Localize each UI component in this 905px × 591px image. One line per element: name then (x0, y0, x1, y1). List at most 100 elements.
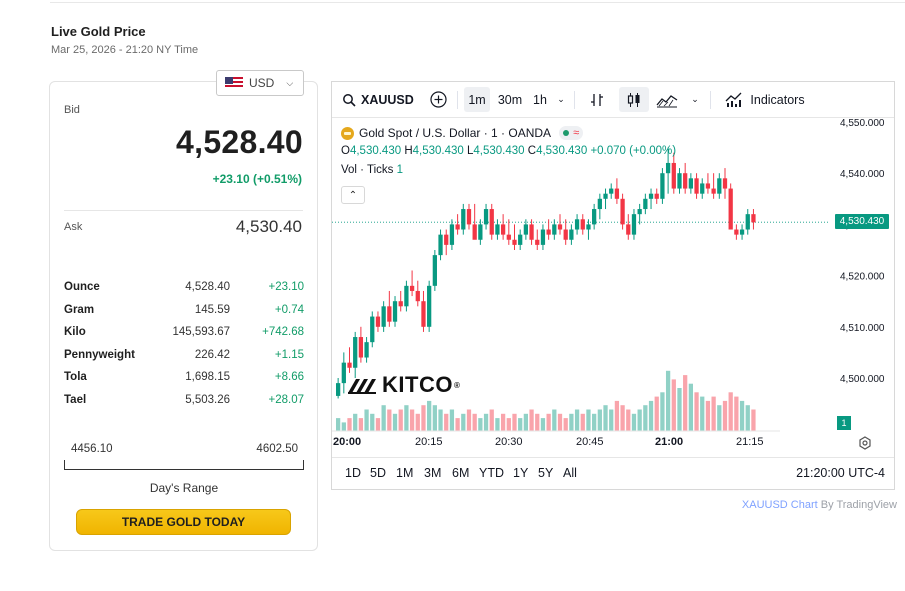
tradingview-attribution[interactable]: XAUUSD Chart By TradingView (742, 499, 897, 511)
volume-bar (660, 392, 665, 431)
indicators-button[interactable]: Indicators (720, 87, 810, 112)
chart-settings-icon[interactable] (858, 436, 872, 450)
candle-body (409, 285, 415, 291)
x-tick-label: 21:00 (655, 436, 683, 448)
candle-body (563, 229, 568, 240)
kitco-watermark: KITCO ® (346, 372, 460, 398)
volume-bar (563, 418, 568, 431)
page-title: Live Gold Price (51, 24, 146, 39)
candle-body (597, 198, 602, 210)
volume-bar (637, 409, 642, 431)
volume-bar (341, 422, 346, 431)
volume-bar (500, 413, 506, 431)
ask-label: Ask (64, 221, 83, 233)
interval-30m[interactable]: 30m (497, 92, 523, 107)
volume-bar (540, 418, 546, 431)
chevron-down-icon[interactable]: ⌄ (691, 94, 699, 104)
volume-bar (506, 418, 511, 431)
volume-bar (751, 409, 756, 431)
range-button-3m[interactable]: 3M (424, 466, 442, 480)
attribution-suffix: By TradingView (817, 499, 897, 511)
volume-bar (683, 375, 688, 431)
candle-body (472, 224, 477, 240)
candle-body (347, 362, 352, 368)
candle-body (461, 209, 466, 230)
candle-body (364, 342, 369, 358)
bar-style-button[interactable] (585, 87, 609, 112)
volume-bar (745, 405, 750, 431)
candle-body (512, 239, 517, 245)
trade-gold-button[interactable]: TRADE GOLD TODAY (76, 509, 291, 535)
day-range-low: 4456.10 (71, 443, 113, 455)
candle-body (592, 209, 597, 225)
candle-body (358, 337, 364, 358)
chevron-down-icon[interactable]: ⌄ (557, 94, 565, 104)
volume-bar (717, 405, 722, 431)
candle-body (466, 209, 472, 225)
symbol-search-button[interactable]: XAUUSD (338, 87, 418, 112)
candle-body (671, 162, 676, 189)
candle-body (614, 188, 620, 199)
unit-name: Tael (64, 393, 87, 406)
candle-body (677, 173, 682, 189)
ohlc-readout: O4,530.430 H4,530.430 L4,530.430 C4,530.… (341, 145, 677, 157)
volume-bar (705, 400, 711, 431)
range-button-ytd[interactable]: YTD (479, 466, 504, 480)
range-button-1m[interactable]: 1M (396, 466, 414, 480)
candle-body (739, 229, 745, 235)
candle-body (489, 209, 494, 235)
volume-bar (404, 405, 409, 431)
market-status-badge: ≈ (559, 126, 584, 140)
interval-1h[interactable]: 1h (533, 92, 547, 107)
range-button-1y[interactable]: 1Y (513, 466, 529, 480)
currency-select[interactable]: USD ⌵ (216, 70, 304, 96)
volume-bar (444, 413, 449, 431)
volume-bar (432, 405, 437, 431)
y-tick-label: 4,500.000 (840, 374, 885, 385)
unit-price: 145,593.67 (172, 326, 230, 339)
candle-body (392, 301, 398, 322)
chart-area[interactable]: 4,550.0004,540.0004,530.0004,520.0004,51… (332, 118, 894, 457)
divider (64, 210, 303, 211)
candle-body (404, 285, 409, 307)
candle-body (705, 183, 711, 189)
candles-style-button[interactable] (619, 87, 649, 112)
chart-link[interactable]: XAUUSD Chart (741, 499, 818, 511)
area-style-button[interactable] (654, 87, 680, 112)
range-button-all[interactable]: All (563, 466, 577, 480)
candle-body (444, 234, 449, 245)
range-button-5y[interactable]: 5Y (538, 466, 554, 480)
candle-body (523, 224, 529, 235)
range-button-5d[interactable]: 5D (370, 466, 386, 480)
table-row: Tael 5,503.26 +28.07 (64, 389, 304, 412)
candle-body (540, 229, 546, 245)
volume-bar (478, 418, 483, 431)
volume-bar (734, 396, 739, 431)
ohlc-low: 4,530.430 (473, 145, 525, 157)
chart-clock: 21:20:00 UTC-4 (796, 466, 885, 480)
candle-body (620, 198, 625, 225)
interval-1m[interactable]: 1m (464, 87, 490, 112)
collapse-legend-button[interactable]: ⌃ (341, 186, 365, 204)
candle-body (728, 188, 733, 230)
volume-bar (722, 400, 728, 431)
volume-bar (455, 418, 460, 431)
volume-bar (495, 418, 500, 431)
volume-bar (620, 405, 625, 431)
volume-bar (523, 413, 529, 431)
day-range-high: 4602.50 (256, 443, 298, 455)
candle-body (506, 234, 511, 240)
range-button-1d[interactable]: 1D (345, 466, 361, 480)
indicators-label: Indicators (750, 92, 805, 107)
range-button-6m[interactable]: 6M (452, 466, 470, 480)
chart-bottom-bar: 1D 5D 1M 3M 6M YTD 1Y 5Y All 21:20:00 UT… (332, 457, 894, 490)
volume-bar (546, 413, 551, 431)
candle-body (711, 188, 716, 194)
compare-button[interactable] (426, 87, 450, 112)
table-row: Tola 1,698.15 +8.66 (64, 366, 304, 389)
volume-legend: Vol · Ticks 1 (341, 164, 403, 176)
us-flag-icon (225, 77, 243, 89)
candle-body (500, 224, 506, 235)
candle-body (518, 234, 523, 245)
unit-name: Pennyweight (64, 348, 135, 361)
